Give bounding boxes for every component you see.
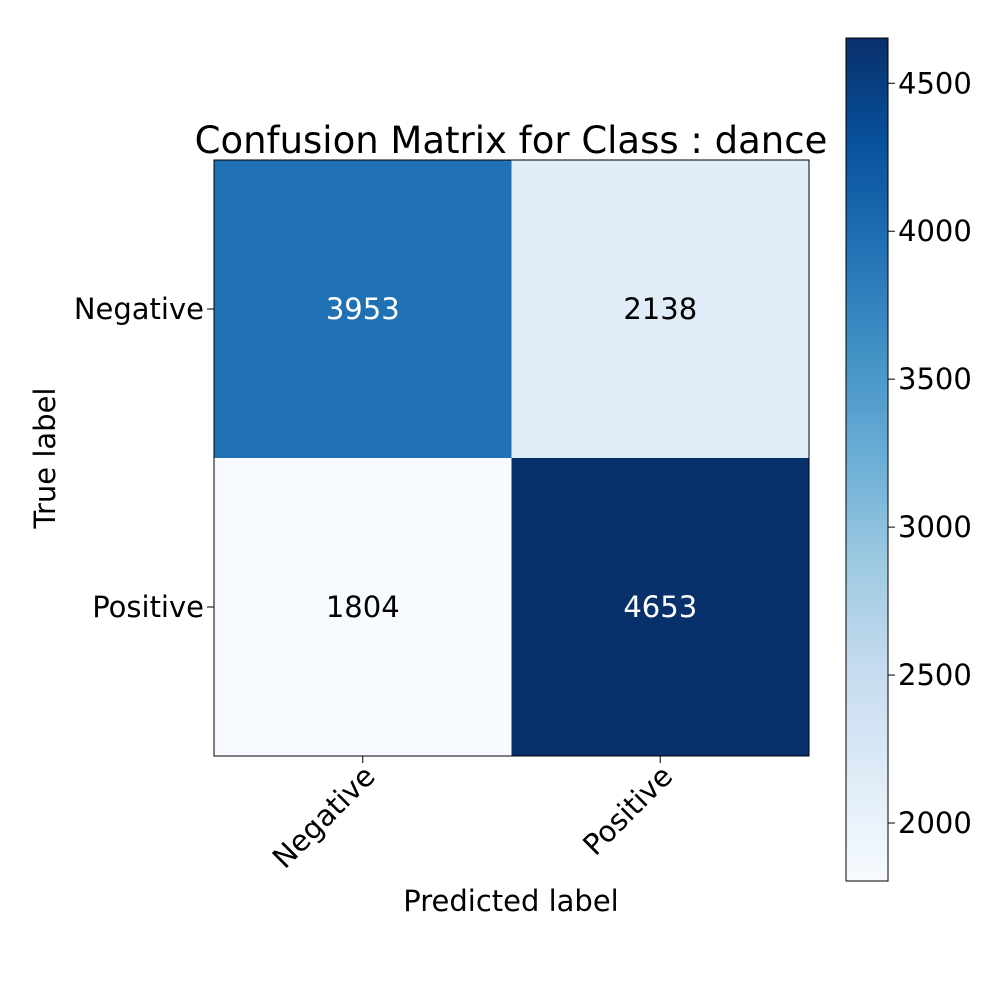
colorbar-tick-label: 3500 [898,362,972,396]
cell-value-label: 4653 [623,590,697,624]
x-axis-ticks: Negative Positive [266,756,679,875]
cell-value-label: 3953 [326,292,400,326]
plot-frame [213,159,810,757]
colorbar [845,37,889,882]
matrix-cell [214,458,512,756]
x-tick-label: Negative [266,759,382,875]
colorbar-tick-label: 4500 [898,66,972,100]
y-tick-label: Positive [92,590,204,624]
cell-value-label: 2138 [623,292,697,326]
matrix-cell [214,160,512,458]
matrix-cell [511,458,809,756]
y-axis-ticks: Negative Positive [74,292,214,624]
matrix-cells [214,160,809,756]
colorbar-ticks: 2000 2500 3000 3500 4000 4500 [888,66,972,840]
colorbar-tick-label: 2000 [898,806,972,840]
x-axis-label: Predicted label [403,884,619,918]
chart-title: Confusion Matrix for Class : dance [195,119,828,162]
matrix-cell [511,160,809,458]
colorbar-tick-label: 3000 [898,510,972,544]
y-axis-label: True label [28,388,62,530]
colorbar-tick-label: 2500 [898,658,972,692]
colorbar-tick-label: 4000 [898,214,972,248]
cell-value-label: 1804 [326,590,400,624]
matrix-cell-labels: 3953 2138 1804 4653 [326,292,697,624]
y-tick-label: Negative [74,292,204,326]
x-tick-label: Positive [576,759,679,862]
